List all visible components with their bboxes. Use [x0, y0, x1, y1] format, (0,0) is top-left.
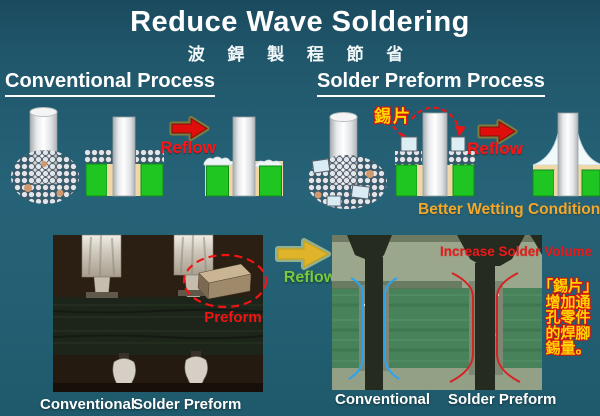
reflow-arrow-left-icon	[169, 116, 210, 141]
pin-shank-right	[475, 263, 495, 390]
page-title: Reduce Wave Soldering	[130, 6, 470, 38]
pin-head-right	[457, 235, 525, 266]
increase-solder-volume-label: Increase Solder Volume	[440, 244, 593, 259]
pcb-board	[53, 297, 263, 355]
solder-volume-note: 「錫片」 增加通 孔零件 的焊腳 錫量。	[537, 278, 598, 357]
conventional-vs-preform-photo	[52, 234, 268, 393]
section-heading-solder-preform: Solder Preform Process	[317, 70, 545, 97]
process-diagram-graphic	[11, 106, 600, 209]
solder-ball-pile-conventional	[11, 107, 79, 204]
preform-label: Preform	[204, 309, 262, 326]
caption-conventional-left: Conventional	[40, 396, 136, 413]
cross-section-conventional-before	[85, 116, 164, 197]
pin-shank-left	[365, 257, 383, 390]
reflow-label-right: Reflow	[467, 139, 523, 158]
section-heading-conventional: Conventional Process	[5, 70, 216, 97]
caption-solder-preform-left: Solder Preform	[133, 396, 242, 413]
reflow-label-photos: Reflow	[283, 269, 337, 286]
cross-section-micrograph-photo	[332, 235, 542, 390]
reflow-gold-arrow-icon	[275, 238, 331, 270]
conventional-joint-outline	[348, 277, 400, 380]
caption-solder-preform-right: Solder Preform	[448, 391, 557, 408]
solder-preform-callout-label: 錫片	[374, 107, 412, 126]
cross-section-preform-before	[395, 112, 475, 197]
solder-ball-pile-preform	[307, 112, 387, 209]
reflow-arrow-right-icon	[477, 119, 518, 144]
preform-highlight-ellipse	[182, 253, 268, 309]
preform-joint-outline	[449, 272, 521, 383]
reflow-label-left: Reflow	[160, 138, 216, 157]
page-subtitle: 波 銲 製 程 節 省	[187, 45, 413, 64]
solder-preform-block	[197, 263, 252, 300]
pin-head-left	[347, 235, 392, 261]
cross-section-conventional-after	[203, 116, 283, 197]
caption-conventional-right: Conventional	[335, 391, 431, 408]
better-wetting-caption: Better Wetting Condition	[418, 201, 600, 218]
component-pin-left	[81, 234, 122, 300]
cross-section-preform-after	[532, 112, 600, 197]
